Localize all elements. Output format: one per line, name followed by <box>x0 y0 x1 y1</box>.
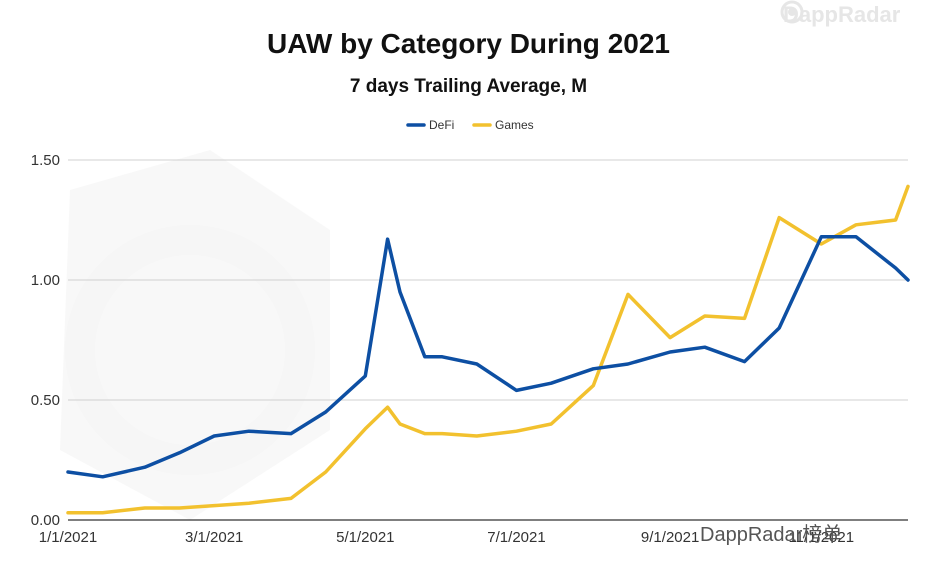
chart-subtitle: 7 days Trailing Average, M <box>349 76 588 97</box>
dappradar-logo-icon <box>780 0 804 24</box>
chart-title: UAW by Category During 2021 <box>267 28 670 59</box>
x-tick-label: 9/1/2021 <box>641 529 699 546</box>
y-axis-labels: 0.00 0.50 1.00 1.50 <box>31 152 60 529</box>
x-tick-label: 3/1/2021 <box>185 529 243 546</box>
brand-logo-text: DappRadar <box>783 2 901 27</box>
games-line <box>66 184 910 515</box>
watermark-text: DappRadar榜单 <box>700 524 843 546</box>
x-tick-label: 5/1/2021 <box>336 529 394 546</box>
legend: DeFi Games <box>406 118 534 132</box>
y-tick-label: 0.00 <box>31 512 60 529</box>
defi-line <box>66 235 910 479</box>
x-axis-labels: 1/1/2021 3/1/2021 5/1/2021 7/1/2021 9/1/2021… <box>39 529 854 546</box>
grid-lines <box>68 159 908 521</box>
y-tick-label: 0.50 <box>31 392 60 409</box>
x-tick-label: 7/1/2021 <box>487 529 545 546</box>
y-tick-label: 1.50 <box>31 152 60 169</box>
x-tick-label: 11/1/2021 <box>788 529 854 546</box>
x-tick-label: 1/1/2021 <box>39 529 97 546</box>
y-tick-label: 1.00 <box>31 272 60 289</box>
background-watermark-icon <box>60 150 330 520</box>
series-lines <box>66 184 910 515</box>
legend-label: Games <box>495 118 534 132</box>
legend-label: DeFi <box>429 118 454 132</box>
